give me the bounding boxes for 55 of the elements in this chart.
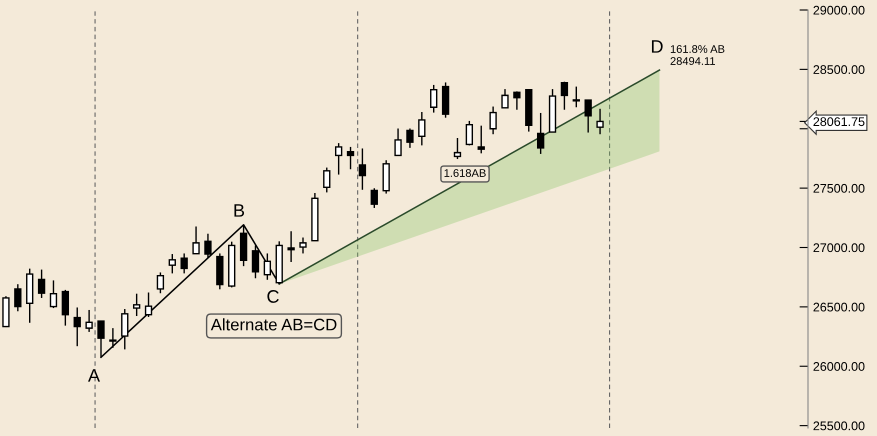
- candlestick: [264, 252, 272, 280]
- candlestick: [584, 99, 592, 134]
- candlestick: [406, 128, 414, 149]
- candlestick: [85, 309, 93, 333]
- annotation: 1.618AB: [444, 169, 486, 177]
- candlestick: [536, 112, 544, 155]
- candlestick: [478, 124, 485, 154]
- annotation: Alternate AB=CD: [210, 318, 336, 330]
- candlestick: [62, 289, 70, 326]
- candlestick: [501, 88, 509, 109]
- y-tick-label: 27500.00: [813, 184, 865, 193]
- candlestick: [430, 84, 438, 114]
- candlestick: [144, 292, 152, 318]
- y-tick-label: 28500.00: [813, 65, 865, 74]
- candlestick: [560, 81, 568, 110]
- candlestick: [394, 128, 402, 156]
- candlestick: [38, 268, 46, 299]
- candlestick: [168, 253, 176, 274]
- annotation: 161.8% AB: [670, 45, 724, 53]
- candlestick: [323, 166, 330, 194]
- candlestick: [358, 148, 366, 190]
- candlestick: [489, 106, 497, 135]
- candlestick: [346, 146, 354, 170]
- y-tick-label: 26500.00: [813, 302, 865, 312]
- candlestick: [252, 244, 260, 279]
- candlestick: [299, 236, 307, 254]
- y-tick-label: 25500.00: [813, 421, 865, 430]
- candlestick: [596, 108, 604, 135]
- candlestick: [192, 226, 200, 254]
- candlestick: [334, 142, 342, 176]
- candlestick: [418, 111, 426, 146]
- y-tick-label: 26000.00: [813, 362, 865, 371]
- candlestick: [121, 308, 128, 350]
- y-tick-label: 29000.00: [813, 6, 865, 15]
- candlestick: [74, 306, 81, 347]
- annotation: A: [88, 369, 100, 382]
- candlestick: [50, 280, 58, 309]
- candlestick: [14, 284, 22, 312]
- candlestick: [132, 293, 140, 317]
- candlestick: [287, 230, 295, 263]
- candlestick: [204, 233, 212, 259]
- annotation: B: [234, 204, 244, 217]
- candlestick: [572, 86, 580, 108]
- annotation: C: [267, 290, 279, 303]
- candlestick: [370, 188, 378, 209]
- annotation: D: [652, 40, 663, 53]
- candlestick: [454, 137, 462, 160]
- candlestick: [156, 272, 164, 294]
- candlestick: [513, 90, 521, 110]
- y-tick-label: 28061.75: [813, 117, 864, 126]
- y-tick-label: 27000.00: [813, 243, 865, 252]
- candlestick: [466, 120, 474, 146]
- annotation: 28494.11: [670, 57, 715, 65]
- candlestick: [109, 327, 117, 349]
- candlestick: [180, 252, 188, 274]
